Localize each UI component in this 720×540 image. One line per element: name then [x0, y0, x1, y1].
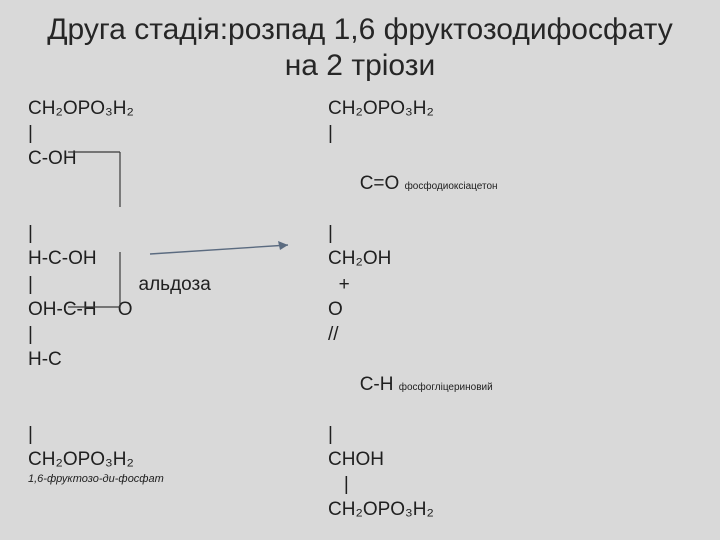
- left-line-3: |: [28, 221, 328, 246]
- aldose-label: альдоза: [139, 274, 211, 295]
- left-caption: 1,6-фруктозо-ди-фосфат: [28, 472, 328, 497]
- right-line-3: |: [328, 221, 692, 246]
- right-line-10: CHOH: [328, 447, 692, 472]
- right-line-4: CH₂OH: [328, 246, 692, 271]
- right-line-8: C-H фосфогліцериновий: [328, 347, 692, 422]
- right-line-1: |: [328, 121, 692, 146]
- left-line-6: OH-C-H O: [28, 297, 328, 322]
- left-line-7: |: [28, 322, 328, 347]
- left-line-4: H-C-OH: [28, 246, 328, 271]
- left-line-2: C-OH: [28, 146, 328, 221]
- right-line-0: CH₂OPO₃H₂: [328, 96, 692, 121]
- note-glyceraldehyde: фосфогліцериновий: [399, 382, 493, 393]
- right-line-2: C=O фосфодиоксіацетон: [328, 146, 692, 221]
- left-line-9: |: [28, 422, 328, 447]
- slide-title: Друга стадія:розпад 1,6 фруктозодифосфат…: [0, 0, 720, 92]
- left-line-1: |: [28, 121, 328, 146]
- right-line-11: |: [328, 472, 692, 497]
- left-line-0: CH₂OPO₃H₂: [28, 96, 328, 121]
- right-line-7: //: [328, 322, 692, 347]
- left-line-8: H-C: [28, 347, 328, 422]
- right-line-12: CH₂OPO₃H₂: [328, 497, 692, 522]
- note-dihydroxyacetone: фосфодиоксіацетон: [405, 181, 498, 192]
- left-line-10: CH₂OPO₃H₂: [28, 447, 328, 472]
- right-line-9: |: [328, 422, 692, 447]
- chemistry-content: CH₂OPO₃H₂ CH₂OPO₃H₂ | | C-OH C=O фосфоди…: [0, 92, 720, 522]
- plus-sign: +: [328, 272, 692, 297]
- right-line-6: O: [328, 297, 692, 322]
- left-line-5: | альдоза: [28, 272, 328, 297]
